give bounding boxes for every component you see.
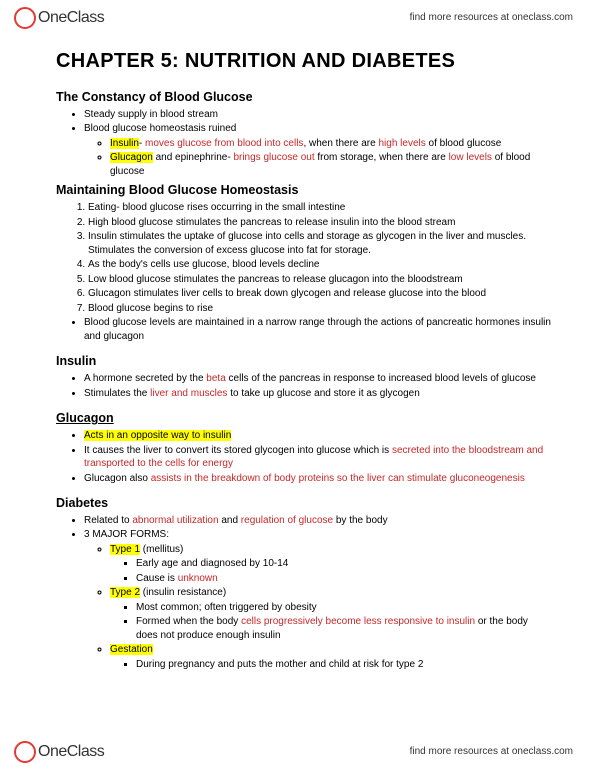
t: Cause is bbox=[136, 573, 178, 584]
sec1-heading: The Constancy of Blood Glucose bbox=[56, 89, 551, 106]
t: Acts in an opposite way to insulin bbox=[84, 430, 231, 441]
sec2-item: Low blood glucose stimulates the pancrea… bbox=[88, 273, 551, 287]
sec1-glucagon: Glucagon and epinephrine- brings glucose… bbox=[110, 151, 551, 178]
sec4-list: Acts in an opposite way to insulin It ca… bbox=[56, 429, 551, 485]
t: and epinephrine- bbox=[153, 152, 234, 163]
t: low levels bbox=[449, 152, 492, 163]
sec2-heading: Maintaining Blood Glucose Homeostasis bbox=[56, 182, 551, 199]
sec4-item: Glucagon also assists in the breakdown o… bbox=[84, 472, 551, 486]
t: Formed when the body bbox=[136, 616, 241, 627]
t: to take up glucose and store it as glyco… bbox=[227, 388, 419, 399]
insulin-label: Insulin bbox=[110, 138, 139, 149]
t: cells progressively become less responsi… bbox=[241, 616, 475, 627]
brand-logo: OneClass bbox=[14, 7, 104, 29]
brand-name-footer: OneClass bbox=[38, 741, 104, 763]
t: by the body bbox=[333, 515, 387, 526]
sec4-heading: Glucagon bbox=[56, 410, 551, 427]
sec2-summary: Blood glucose levels are maintained in a… bbox=[56, 316, 551, 343]
t: Stimulates the bbox=[84, 388, 150, 399]
t: abnormal utilization bbox=[132, 515, 218, 526]
sec2-item: As the body's cells use glucose, blood l… bbox=[88, 258, 551, 272]
type2-label: Type 2 bbox=[110, 587, 140, 598]
t: Glucagon also bbox=[84, 473, 151, 484]
sec2-item: High blood glucose stimulates the pancre… bbox=[88, 216, 551, 230]
t: brings glucose out bbox=[233, 152, 314, 163]
t: Related to bbox=[84, 515, 132, 526]
header-tagline: find more resources at oneclass.com bbox=[410, 11, 573, 25]
t: (insulin resistance) bbox=[140, 587, 226, 598]
sec2-summary-item: Blood glucose levels are maintained in a… bbox=[84, 316, 551, 343]
gestation-sub: During pregnancy and puts the mother and… bbox=[136, 658, 551, 672]
footer-tagline: find more resources at oneclass.com bbox=[410, 745, 573, 759]
sec1-item: Steady supply in blood stream bbox=[84, 108, 551, 122]
sec2-item: Eating- blood glucose rises occurring in… bbox=[88, 201, 551, 215]
type2-sub: Most common; often triggered by obesity bbox=[136, 601, 551, 615]
sec2-item: Glucagon stimulates liver cells to break… bbox=[88, 287, 551, 301]
sec1-list: Steady supply in blood stream Blood gluc… bbox=[56, 108, 551, 179]
t: A hormone secreted by the bbox=[84, 373, 206, 384]
type1-label: Type 1 bbox=[110, 544, 140, 555]
page-title: CHAPTER 5: NUTRITION AND DIABETES bbox=[56, 48, 551, 75]
type1-item: Type 1 (mellitus) bbox=[110, 543, 551, 557]
t: beta bbox=[206, 373, 225, 384]
sec4-item: Acts in an opposite way to insulin bbox=[84, 429, 551, 443]
sec5-item: Related to abnormal utilization and regu… bbox=[84, 514, 551, 528]
t: cells of the pancreas in response to inc… bbox=[226, 373, 536, 384]
t: , when there are bbox=[303, 138, 378, 149]
type1-sub: Early age and diagnosed by 10-14 bbox=[136, 557, 551, 571]
sec3-item: Stimulates the liver and muscles to take… bbox=[84, 387, 551, 401]
page-footer: OneClass find more resources at oneclass… bbox=[0, 734, 595, 770]
sec3-list: A hormone secreted by the beta cells of … bbox=[56, 372, 551, 400]
sec5-heading: Diabetes bbox=[56, 495, 551, 512]
t: It causes the liver to convert its store… bbox=[84, 445, 392, 456]
sec1-item: Blood glucose homeostasis ruined bbox=[84, 122, 551, 136]
sec1-insulin: Insulin- moves glucose from blood into c… bbox=[110, 137, 551, 151]
type2-sub: Formed when the body cells progressively… bbox=[136, 615, 551, 642]
t: and bbox=[219, 515, 241, 526]
gestation-item: Gestation bbox=[110, 643, 551, 657]
t: assists in the breakdown of body protein… bbox=[151, 473, 525, 484]
t: regulation of glucose bbox=[241, 515, 333, 526]
t: high levels bbox=[378, 138, 425, 149]
sec2-item: Blood glucose begins to rise bbox=[88, 302, 551, 316]
t: from storage, when there are bbox=[315, 152, 449, 163]
brand-name: OneClass bbox=[38, 7, 104, 29]
gestation-label: Gestation bbox=[110, 644, 153, 655]
sec5-list: Related to abnormal utilization and regu… bbox=[56, 514, 551, 672]
type2-item: Type 2 (insulin resistance) bbox=[110, 586, 551, 600]
type1-sub: Cause is unknown bbox=[136, 572, 551, 586]
t: unknown bbox=[178, 573, 218, 584]
logo-circle-icon bbox=[14, 741, 36, 763]
sec4-item: It causes the liver to convert its store… bbox=[84, 444, 551, 471]
sec2-item: Insulin stimulates the uptake of glucose… bbox=[88, 230, 551, 257]
logo-circle-icon bbox=[14, 7, 36, 29]
page-header: OneClass find more resources at oneclass… bbox=[0, 0, 595, 36]
document-body: CHAPTER 5: NUTRITION AND DIABETES The Co… bbox=[56, 48, 551, 672]
sec3-heading: Insulin bbox=[56, 353, 551, 370]
brand-logo-footer: OneClass bbox=[14, 741, 104, 763]
sec5-item: 3 MAJOR FORMS: bbox=[84, 528, 551, 542]
t: (mellitus) bbox=[140, 544, 183, 555]
t: liver and muscles bbox=[150, 388, 227, 399]
t: moves glucose from blood into cells bbox=[145, 138, 303, 149]
t: of blood glucose bbox=[426, 138, 502, 149]
sec2-list: Eating- blood glucose rises occurring in… bbox=[56, 201, 551, 315]
glucagon-label: Glucagon bbox=[110, 152, 153, 163]
sec3-item: A hormone secreted by the beta cells of … bbox=[84, 372, 551, 386]
